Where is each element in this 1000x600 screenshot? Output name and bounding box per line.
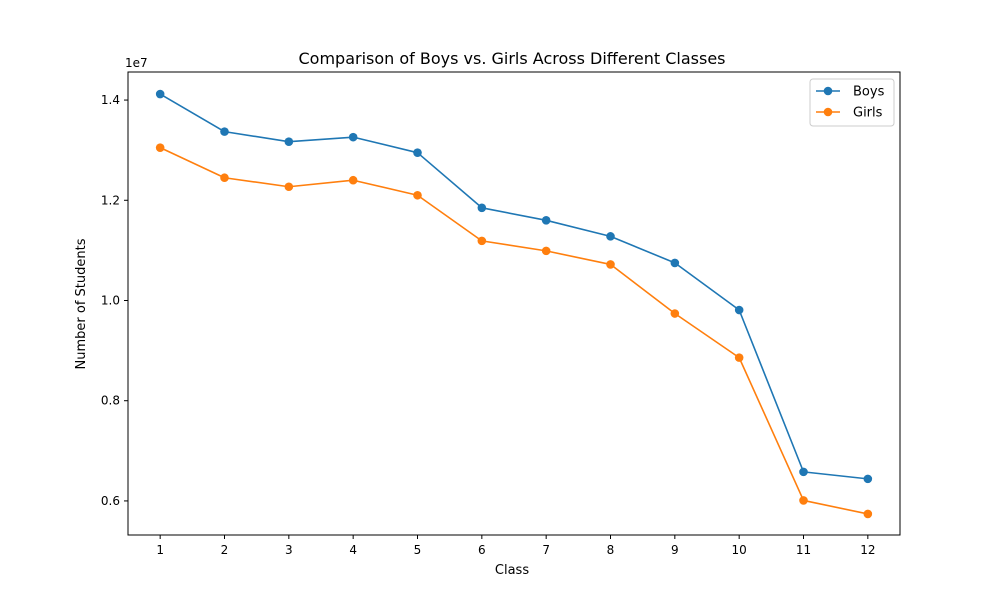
series-layer — [155, 89, 873, 519]
x-axis-label: Class — [495, 563, 529, 578]
data-point-girls — [348, 175, 358, 185]
data-point-boys — [734, 305, 744, 315]
legend-marker-boys — [823, 86, 833, 96]
data-point-boys — [155, 89, 165, 99]
legend: Boys Girls — [809, 78, 895, 127]
x-tick-label: 12 — [860, 543, 875, 557]
data-point-boys — [863, 474, 873, 484]
data-point-girls — [734, 353, 744, 362]
y-axis-offset-label: 1e7 — [125, 56, 148, 70]
x-tick-label: 4 — [349, 543, 357, 557]
data-point-girls — [606, 260, 615, 269]
data-point-girls — [799, 496, 808, 505]
data-point-boys — [606, 232, 615, 241]
data-point-girls — [284, 182, 294, 192]
data-point-boys — [220, 127, 229, 136]
data-point-girls — [220, 173, 229, 183]
x-tick-label: 8 — [607, 543, 615, 557]
data-point-boys — [477, 203, 487, 213]
y-axis-ticks: 0.6 0.8 1.0 1.2 1.4 — [101, 93, 128, 508]
x-tick-label: 3 — [285, 543, 293, 557]
x-tick-label: 2 — [221, 543, 229, 557]
chart-title: Comparison of Boys vs. Girls Across Diff… — [298, 49, 725, 68]
y-tick-label: 1.0 — [101, 293, 120, 307]
legend-label-girls: Girls — [853, 106, 883, 121]
data-point-boys — [284, 137, 294, 146]
x-axis-ticks: 1 2 3 4 5 6 7 8 9 10 11 12 — [156, 535, 875, 557]
data-point-girls — [413, 190, 422, 200]
data-point-girls — [670, 309, 680, 318]
x-tick-label: 6 — [478, 543, 486, 557]
series-girls — [155, 143, 873, 519]
data-point-girls — [477, 236, 487, 246]
series-boys — [155, 89, 873, 484]
legend-label-boys: Boys — [853, 85, 885, 100]
axes-frame — [127, 71, 901, 536]
series-line-boys — [159, 93, 868, 480]
x-tick-label: 11 — [796, 543, 811, 557]
y-tick-label: 0.8 — [101, 394, 120, 408]
y-tick-label: 1.2 — [101, 193, 120, 207]
legend-marker-girls — [823, 107, 833, 117]
x-tick-label: 9 — [671, 543, 679, 557]
data-point-boys — [541, 216, 551, 225]
data-point-boys — [799, 467, 808, 477]
plot-area — [127, 71, 901, 536]
data-point-girls — [155, 143, 165, 152]
x-tick-label: 1 — [156, 543, 164, 557]
data-point-boys — [348, 132, 358, 142]
series-line-girls — [159, 146, 868, 515]
x-tick-label: 5 — [414, 543, 422, 557]
y-axis-label: Number of Students — [74, 238, 89, 369]
data-point-boys — [413, 148, 422, 157]
x-tick-label: 7 — [542, 543, 550, 557]
x-tick-label: 10 — [732, 543, 747, 557]
y-tick-label: 1.4 — [101, 93, 120, 107]
data-point-girls — [541, 246, 551, 256]
data-point-boys — [670, 258, 680, 268]
y-tick-label: 0.6 — [101, 494, 120, 508]
data-point-girls — [863, 509, 873, 519]
